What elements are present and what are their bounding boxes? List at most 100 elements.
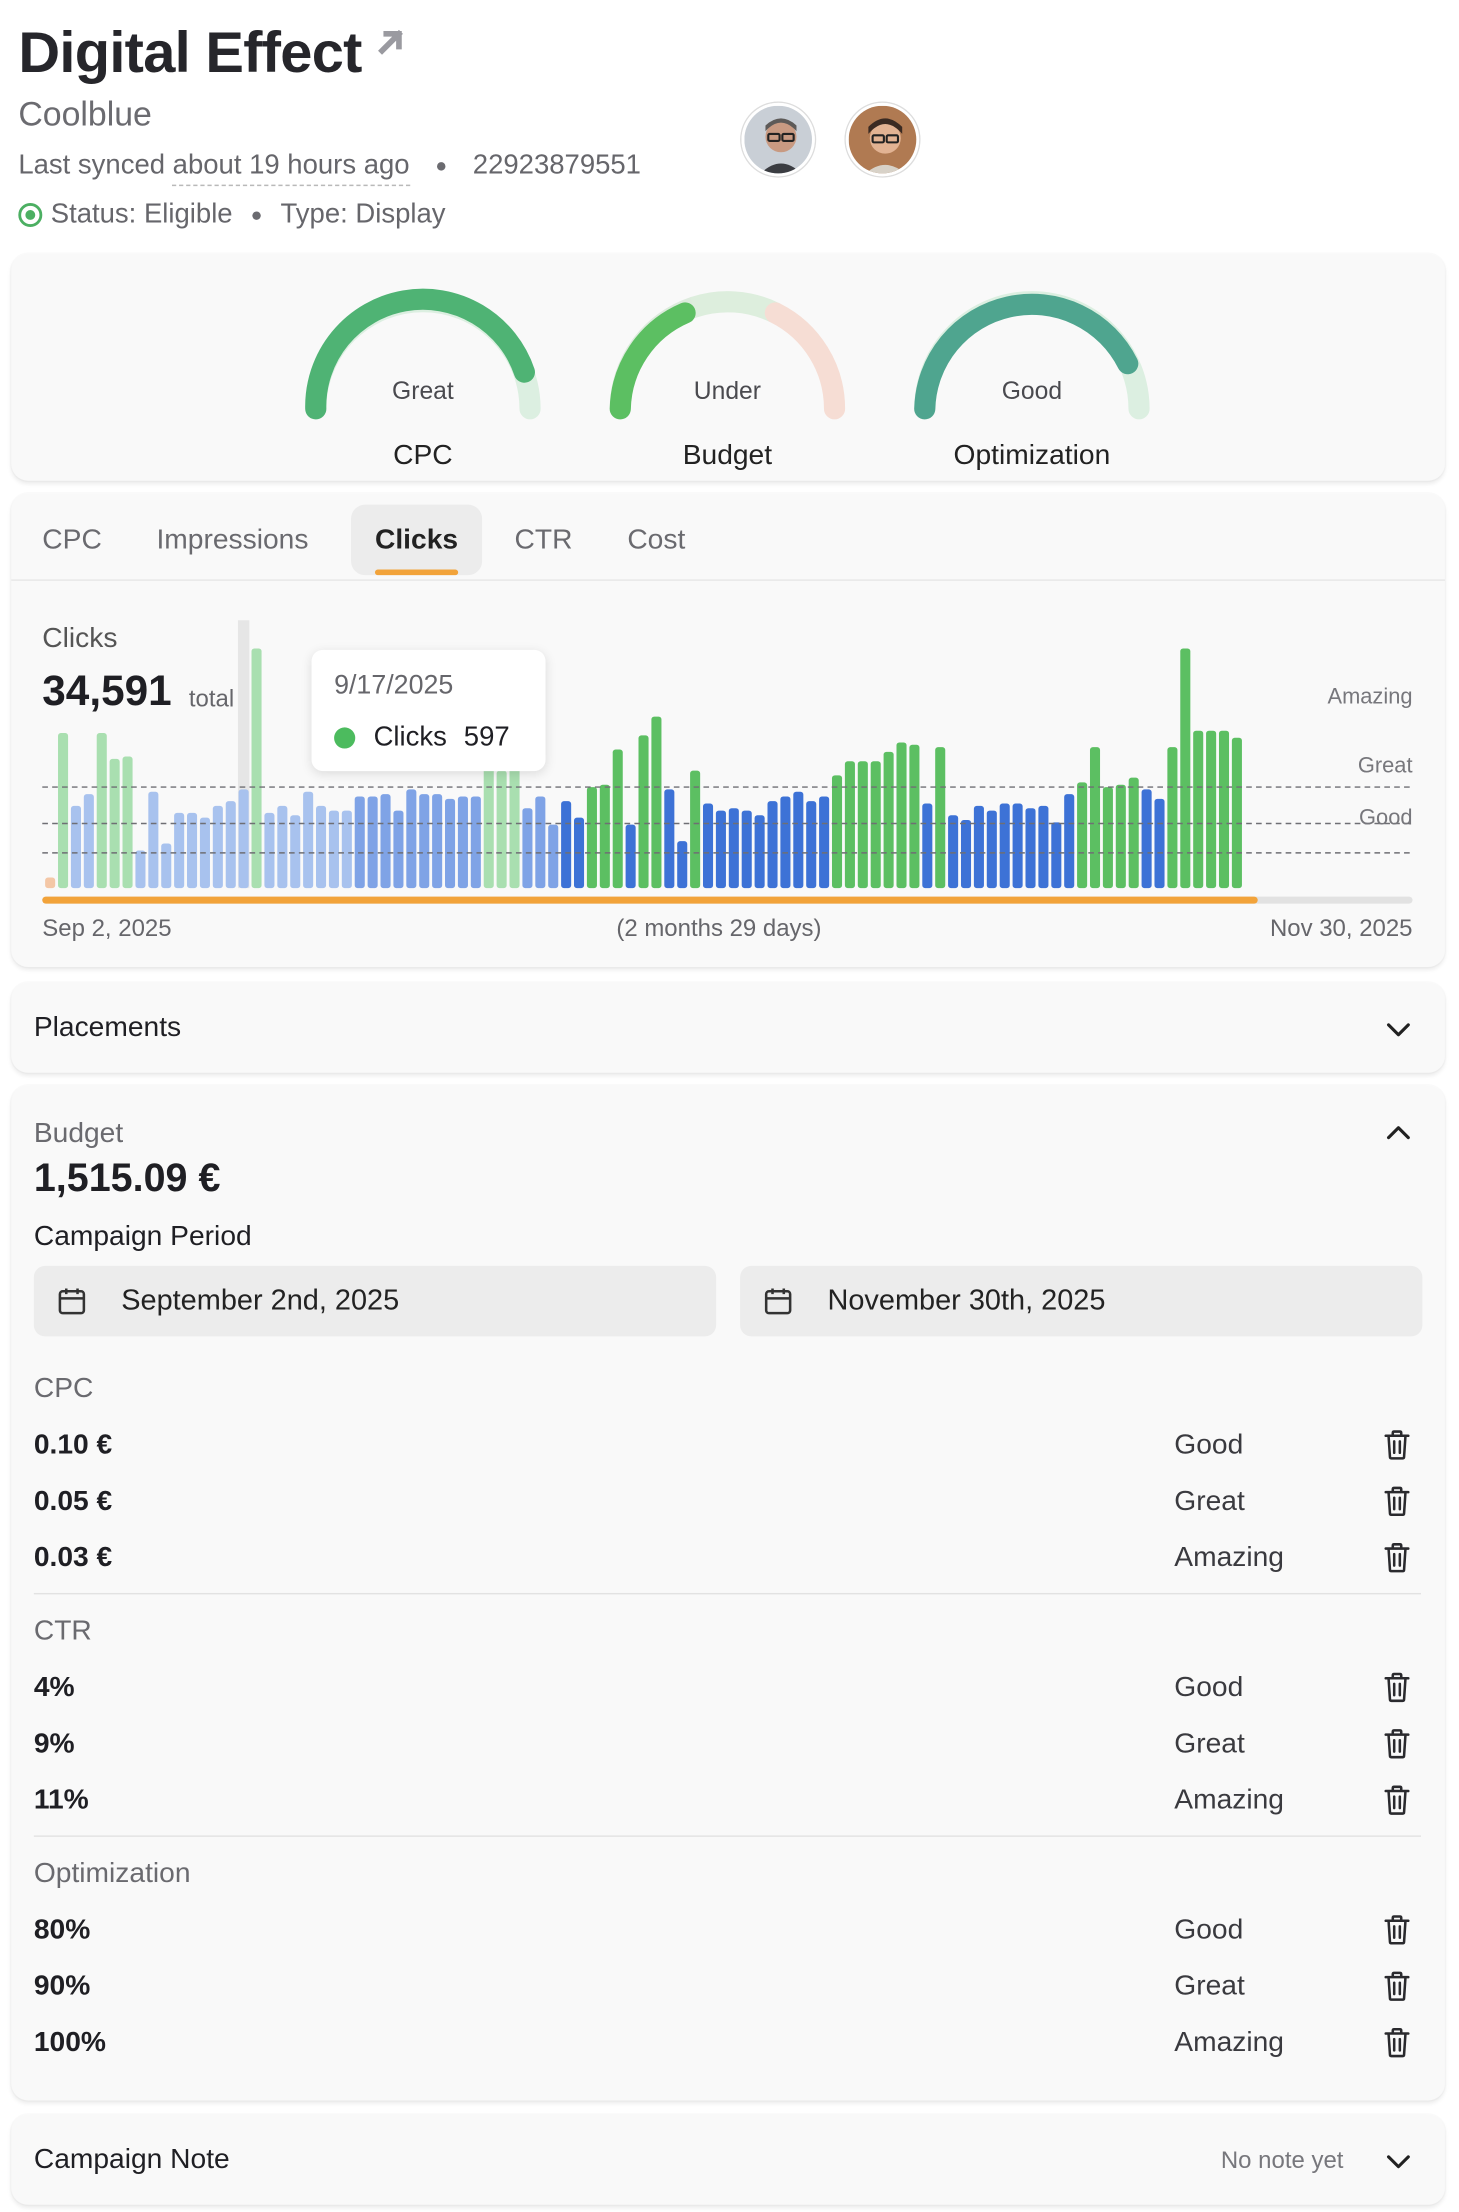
tooltip-date: 9/17/2025 (334, 671, 454, 701)
chart-bar (406, 789, 417, 889)
optimization-group-title: Optimization (33, 1857, 191, 1889)
trash-icon[interactable] (1382, 1484, 1413, 1518)
chart-bar (767, 801, 778, 889)
chart-bar (948, 815, 959, 889)
trash-icon[interactable] (1382, 1670, 1413, 1704)
tooltip-row: Clicks 597 (334, 722, 510, 754)
gauges-card: Great CPC Under Budget Good Optimization (11, 253, 1445, 484)
chart-bar (341, 810, 352, 889)
campaign-note-section[interactable]: Campaign Note No note yet (11, 2114, 1445, 2205)
campaign-note-status: No note yet (1220, 2146, 1344, 2174)
chart-bar (1038, 805, 1049, 889)
chart-bar (83, 794, 94, 889)
chart-bar (251, 648, 262, 889)
threshold-label-great: Great (1357, 754, 1413, 779)
chart-bar (135, 850, 146, 889)
tab-clicks[interactable]: Clicks (351, 504, 483, 576)
end-date-picker[interactable]: November 30th, 2025 (740, 1265, 1423, 1337)
chart-bar (677, 841, 688, 889)
chart-bar (264, 812, 275, 889)
budget-gauge-arc (609, 291, 846, 420)
chart-bar (831, 775, 843, 889)
chart-bar (702, 803, 714, 889)
external-link-icon[interactable] (373, 25, 407, 59)
trash-icon[interactable] (1382, 1783, 1413, 1817)
chart-bar (1025, 808, 1036, 889)
chart-bar (1218, 730, 1230, 889)
avatar[interactable] (741, 102, 815, 177)
chart-bar (432, 794, 443, 889)
cpc-gauge: Great CPC (296, 273, 550, 484)
chart-bar (225, 801, 236, 889)
chevron-down-icon[interactable] (1384, 2147, 1412, 2175)
chart-bar (548, 824, 559, 889)
optimization-gauge-arc (914, 291, 1150, 420)
chart-bar (754, 815, 765, 889)
cpc-threshold-value: 0.10 € (33, 1429, 113, 1461)
campaign-period-label: Campaign Period (33, 1220, 252, 1252)
trash-icon[interactable] (1382, 1727, 1413, 1761)
trash-icon[interactable] (1382, 1428, 1413, 1462)
chart-bar (45, 877, 56, 889)
tab-impressions[interactable]: Impressions (156, 524, 309, 556)
chart-bar (973, 805, 984, 889)
chart-bar (922, 803, 933, 889)
budget-gauge-status: Under (693, 376, 761, 405)
start-date-picker[interactable]: September 2nd, 2025 (33, 1265, 717, 1337)
last-synced-label: Last synced (18, 149, 166, 181)
chart-bar (599, 784, 610, 889)
chevron-down-icon[interactable] (1384, 1015, 1412, 1043)
tooltip-series: Clicks (373, 721, 447, 753)
status-text: Status: Eligible (50, 198, 233, 230)
chart-bar (535, 796, 546, 889)
avatar[interactable] (845, 102, 920, 177)
budget-title: Budget (33, 1117, 124, 1149)
chart-bar (638, 735, 649, 889)
chart-bar (393, 810, 404, 889)
chart-bar (238, 789, 249, 889)
cpc-threshold-rating: Great (1174, 1485, 1245, 1517)
hover-highlight (237, 620, 250, 889)
tab-ctr[interactable]: CTR (514, 524, 573, 556)
chart-bar (625, 824, 636, 889)
threshold-label-amazing: Amazing (1327, 685, 1413, 710)
ctr-threshold-rating: Great (1174, 1728, 1245, 1760)
trash-icon[interactable] (1382, 2026, 1413, 2060)
optimization-threshold-value: 90% (33, 1970, 91, 2002)
clicks-chart[interactable] (0, 0, 1459, 987)
chart-start-date: Sep 2, 2025 (42, 914, 172, 942)
chart-bar (1102, 787, 1113, 889)
tooltip-value: 597 (463, 721, 510, 753)
chart-bar (690, 770, 701, 889)
metrics-chart-card: CPC Impressions Clicks CTR Cost (11, 493, 1445, 968)
chart-bar (1115, 784, 1126, 889)
tab-cpc[interactable]: CPC (42, 524, 102, 556)
tab-cost[interactable]: Cost (627, 524, 686, 556)
separator-dot (436, 161, 446, 171)
trash-icon[interactable] (1382, 1541, 1413, 1575)
divider (33, 1835, 1421, 1837)
chart-duration: (2 months 29 days) (616, 914, 822, 942)
chart-bar (1089, 747, 1101, 889)
optimization-threshold-rating: Good (1174, 1914, 1244, 1946)
threshold-label-good: Good (1359, 806, 1413, 831)
trash-icon[interactable] (1382, 1969, 1413, 2003)
tooltip-swatch (334, 727, 356, 749)
placements-title: Placements (33, 1012, 182, 1044)
chart-bar (174, 812, 185, 889)
status-row: Status: Eligible Type: Display (18, 198, 446, 231)
end-date-value: November 30th, 2025 (827, 1284, 1106, 1317)
divider (33, 1592, 1421, 1595)
chevron-up-icon[interactable] (1384, 1119, 1412, 1147)
trash-icon[interactable] (1382, 1913, 1413, 1947)
chart-bar (664, 789, 675, 889)
placements-section[interactable]: Placements (11, 982, 1445, 1073)
cpc-threshold-value: 0.03 € (33, 1542, 113, 1574)
budget-amount: 1,515.09 € (33, 1155, 221, 1200)
chart-bar (483, 765, 494, 889)
chart-bar (122, 756, 133, 889)
last-synced-value[interactable]: about 19 hours ago (172, 149, 410, 187)
ctr-threshold-value: 11% (33, 1784, 89, 1816)
optimization-threshold-rating: Amazing (1174, 2027, 1284, 2059)
campaign-note-title: Campaign Note (33, 2144, 230, 2176)
